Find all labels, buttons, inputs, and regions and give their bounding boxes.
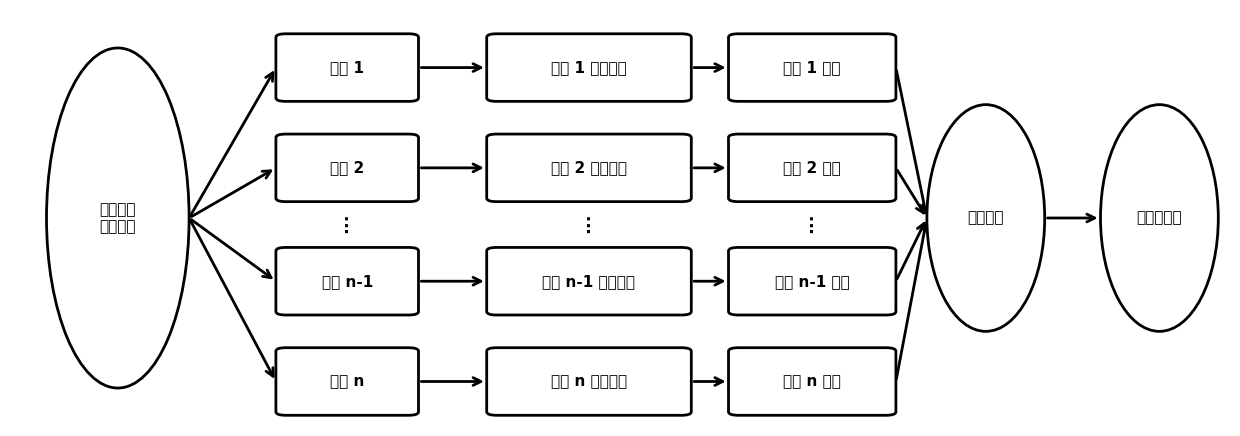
Text: 杆塔 n 航线: 杆塔 n 航线 xyxy=(784,374,841,389)
Text: 杆塔 n-1 航线: 杆塔 n-1 航线 xyxy=(775,274,849,289)
Text: 杆塔 1 航线: 杆塔 1 航线 xyxy=(784,60,841,75)
Text: 原始线路
点云数据: 原始线路 点云数据 xyxy=(99,202,136,234)
Text: 航线拼装: 航线拼装 xyxy=(967,211,1004,225)
Text: 杆塔 n 电力部件: 杆塔 n 电力部件 xyxy=(551,374,627,389)
FancyBboxPatch shape xyxy=(277,34,419,101)
Text: 全线路航线: 全线路航线 xyxy=(1137,211,1182,225)
FancyBboxPatch shape xyxy=(486,248,692,315)
FancyBboxPatch shape xyxy=(277,134,419,201)
FancyBboxPatch shape xyxy=(729,248,895,315)
FancyBboxPatch shape xyxy=(277,248,419,315)
Text: 杆塔 n-1 电力部件: 杆塔 n-1 电力部件 xyxy=(543,274,635,289)
Text: 杆塔 1 电力部件: 杆塔 1 电力部件 xyxy=(551,60,627,75)
FancyBboxPatch shape xyxy=(729,348,895,415)
FancyBboxPatch shape xyxy=(486,134,692,201)
Text: 杆塔 2: 杆塔 2 xyxy=(330,160,365,175)
Text: 杆塔 1: 杆塔 1 xyxy=(330,60,365,75)
Text: 杆塔 2 航线: 杆塔 2 航线 xyxy=(784,160,841,175)
FancyBboxPatch shape xyxy=(486,348,692,415)
FancyBboxPatch shape xyxy=(277,348,419,415)
Text: 杆塔 n-1: 杆塔 n-1 xyxy=(321,274,373,289)
Text: ···: ··· xyxy=(580,212,598,233)
FancyBboxPatch shape xyxy=(486,34,692,101)
Text: ···: ··· xyxy=(339,212,356,233)
Ellipse shape xyxy=(1101,105,1219,331)
Text: 杆塔 2 电力部件: 杆塔 2 电力部件 xyxy=(551,160,627,175)
Ellipse shape xyxy=(928,105,1044,331)
Text: ···: ··· xyxy=(804,212,821,233)
Text: 杆塔 n: 杆塔 n xyxy=(330,374,365,389)
FancyBboxPatch shape xyxy=(729,134,895,201)
FancyBboxPatch shape xyxy=(729,34,895,101)
Ellipse shape xyxy=(47,48,188,388)
